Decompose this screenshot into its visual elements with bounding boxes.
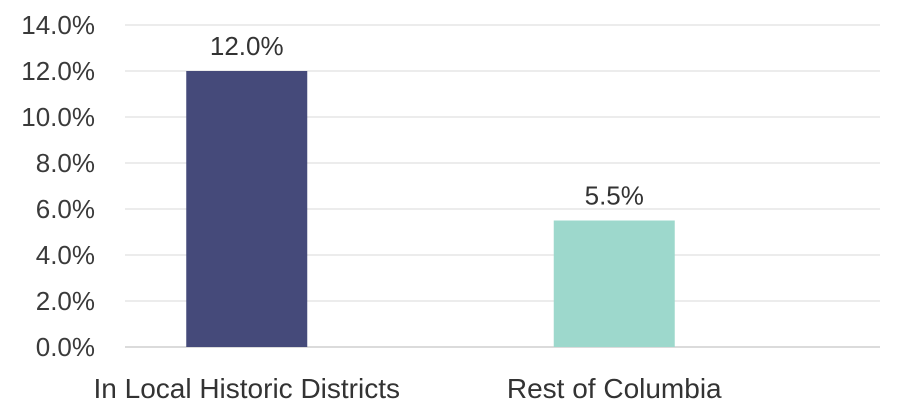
data-labels: 12.0% 5.5%: [210, 31, 644, 211]
data-label: 5.5%: [585, 181, 644, 211]
y-tick-label: 4.0%: [36, 240, 95, 270]
bar-in-local-historic-districts: [186, 71, 308, 347]
x-category-label: In Local Historic Districts: [93, 373, 400, 404]
bar-rest-of-columbia: [553, 220, 675, 347]
y-tick-label: 14.0%: [21, 10, 95, 40]
y-axis-tick-labels: 0.0% 2.0% 4.0% 6.0% 8.0% 10.0% 12.0% 14.0%: [21, 10, 95, 362]
y-tick-label: 10.0%: [21, 102, 95, 132]
bars: [186, 71, 675, 347]
data-label: 12.0%: [210, 31, 284, 61]
y-tick-label: 8.0%: [36, 148, 95, 178]
y-tick-label: 0.0%: [36, 332, 95, 362]
x-category-label: Rest of Columbia: [507, 373, 722, 404]
y-tick-label: 2.0%: [36, 286, 95, 316]
x-axis-category-labels: In Local Historic Districts Rest of Colum…: [93, 373, 722, 404]
y-tick-label: 12.0%: [21, 56, 95, 86]
y-tick-label: 6.0%: [36, 194, 95, 224]
